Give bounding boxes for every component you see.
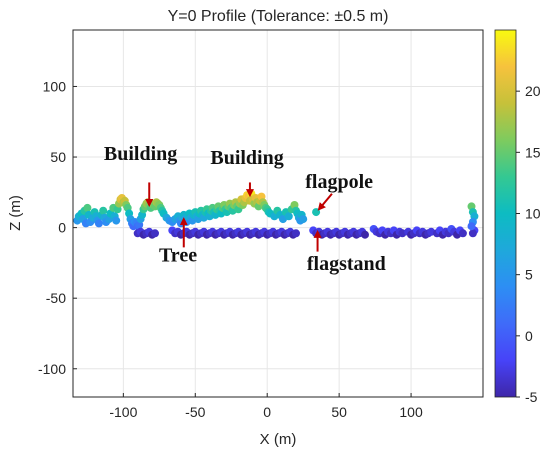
- data-point: [458, 229, 467, 238]
- annotations: Building Building flagpole Tree flagstand: [104, 143, 386, 275]
- chart-title: Y=0 Profile (Tolerance: ±0.5 m): [168, 8, 389, 25]
- colorbar-tick-label: 0: [525, 328, 533, 344]
- data-point: [112, 216, 121, 225]
- data-point: [467, 222, 476, 231]
- y-tick-label: -100: [38, 361, 66, 377]
- y-axis-ticks: -100 -50 0 50 100: [38, 78, 77, 377]
- y-tick-label: -50: [46, 290, 66, 306]
- colorbar: -5 0 5 10 15 20: [494, 29, 541, 405]
- x-axis-ticks: -100 -50 0 50 100: [109, 393, 423, 420]
- data-point: [99, 206, 108, 215]
- data-point: [83, 203, 92, 212]
- data-point: [299, 215, 308, 224]
- y-tick-label: 100: [43, 78, 67, 94]
- annotation-label: Building: [104, 143, 177, 165]
- colorbar-tick-label: 5: [525, 267, 533, 283]
- x-axis-label: X (m): [260, 431, 297, 448]
- data-point: [312, 208, 321, 217]
- y-tick-label: 50: [50, 149, 66, 165]
- data-point: [468, 229, 477, 238]
- annotation-arrow: [317, 193, 333, 211]
- colorbar-gradient: [494, 29, 517, 398]
- y-tick-label: 0: [58, 220, 66, 236]
- x-tick-label: 50: [331, 404, 347, 420]
- annotation-label: Tree: [159, 244, 197, 266]
- annotation-label: Building: [210, 147, 283, 169]
- colorbar-tick-label: 15: [525, 144, 541, 160]
- annotation-label: flagpole: [305, 171, 373, 193]
- x-tick-label: 0: [263, 404, 271, 420]
- plot-frame: [72, 29, 484, 398]
- data-point: [292, 229, 300, 238]
- x-tick-label: 100: [399, 404, 423, 420]
- colorbar-tick-label: 20: [525, 83, 541, 99]
- colorbar-ticks: -5 0 5 10 15 20: [516, 83, 541, 405]
- data-point: [361, 230, 369, 239]
- data-point: [151, 229, 159, 238]
- x-tick-label: -50: [185, 404, 205, 420]
- scatter-points: [73, 189, 479, 239]
- annotation-label: flagstand: [307, 253, 386, 275]
- data-point: [94, 219, 103, 228]
- colorbar-tick-label: -5: [525, 389, 538, 405]
- data-point: [284, 212, 293, 221]
- colorbar-tick-label: 10: [525, 206, 541, 222]
- x-tick-label: -100: [109, 404, 137, 420]
- y-axis-label: Z (m): [7, 195, 24, 231]
